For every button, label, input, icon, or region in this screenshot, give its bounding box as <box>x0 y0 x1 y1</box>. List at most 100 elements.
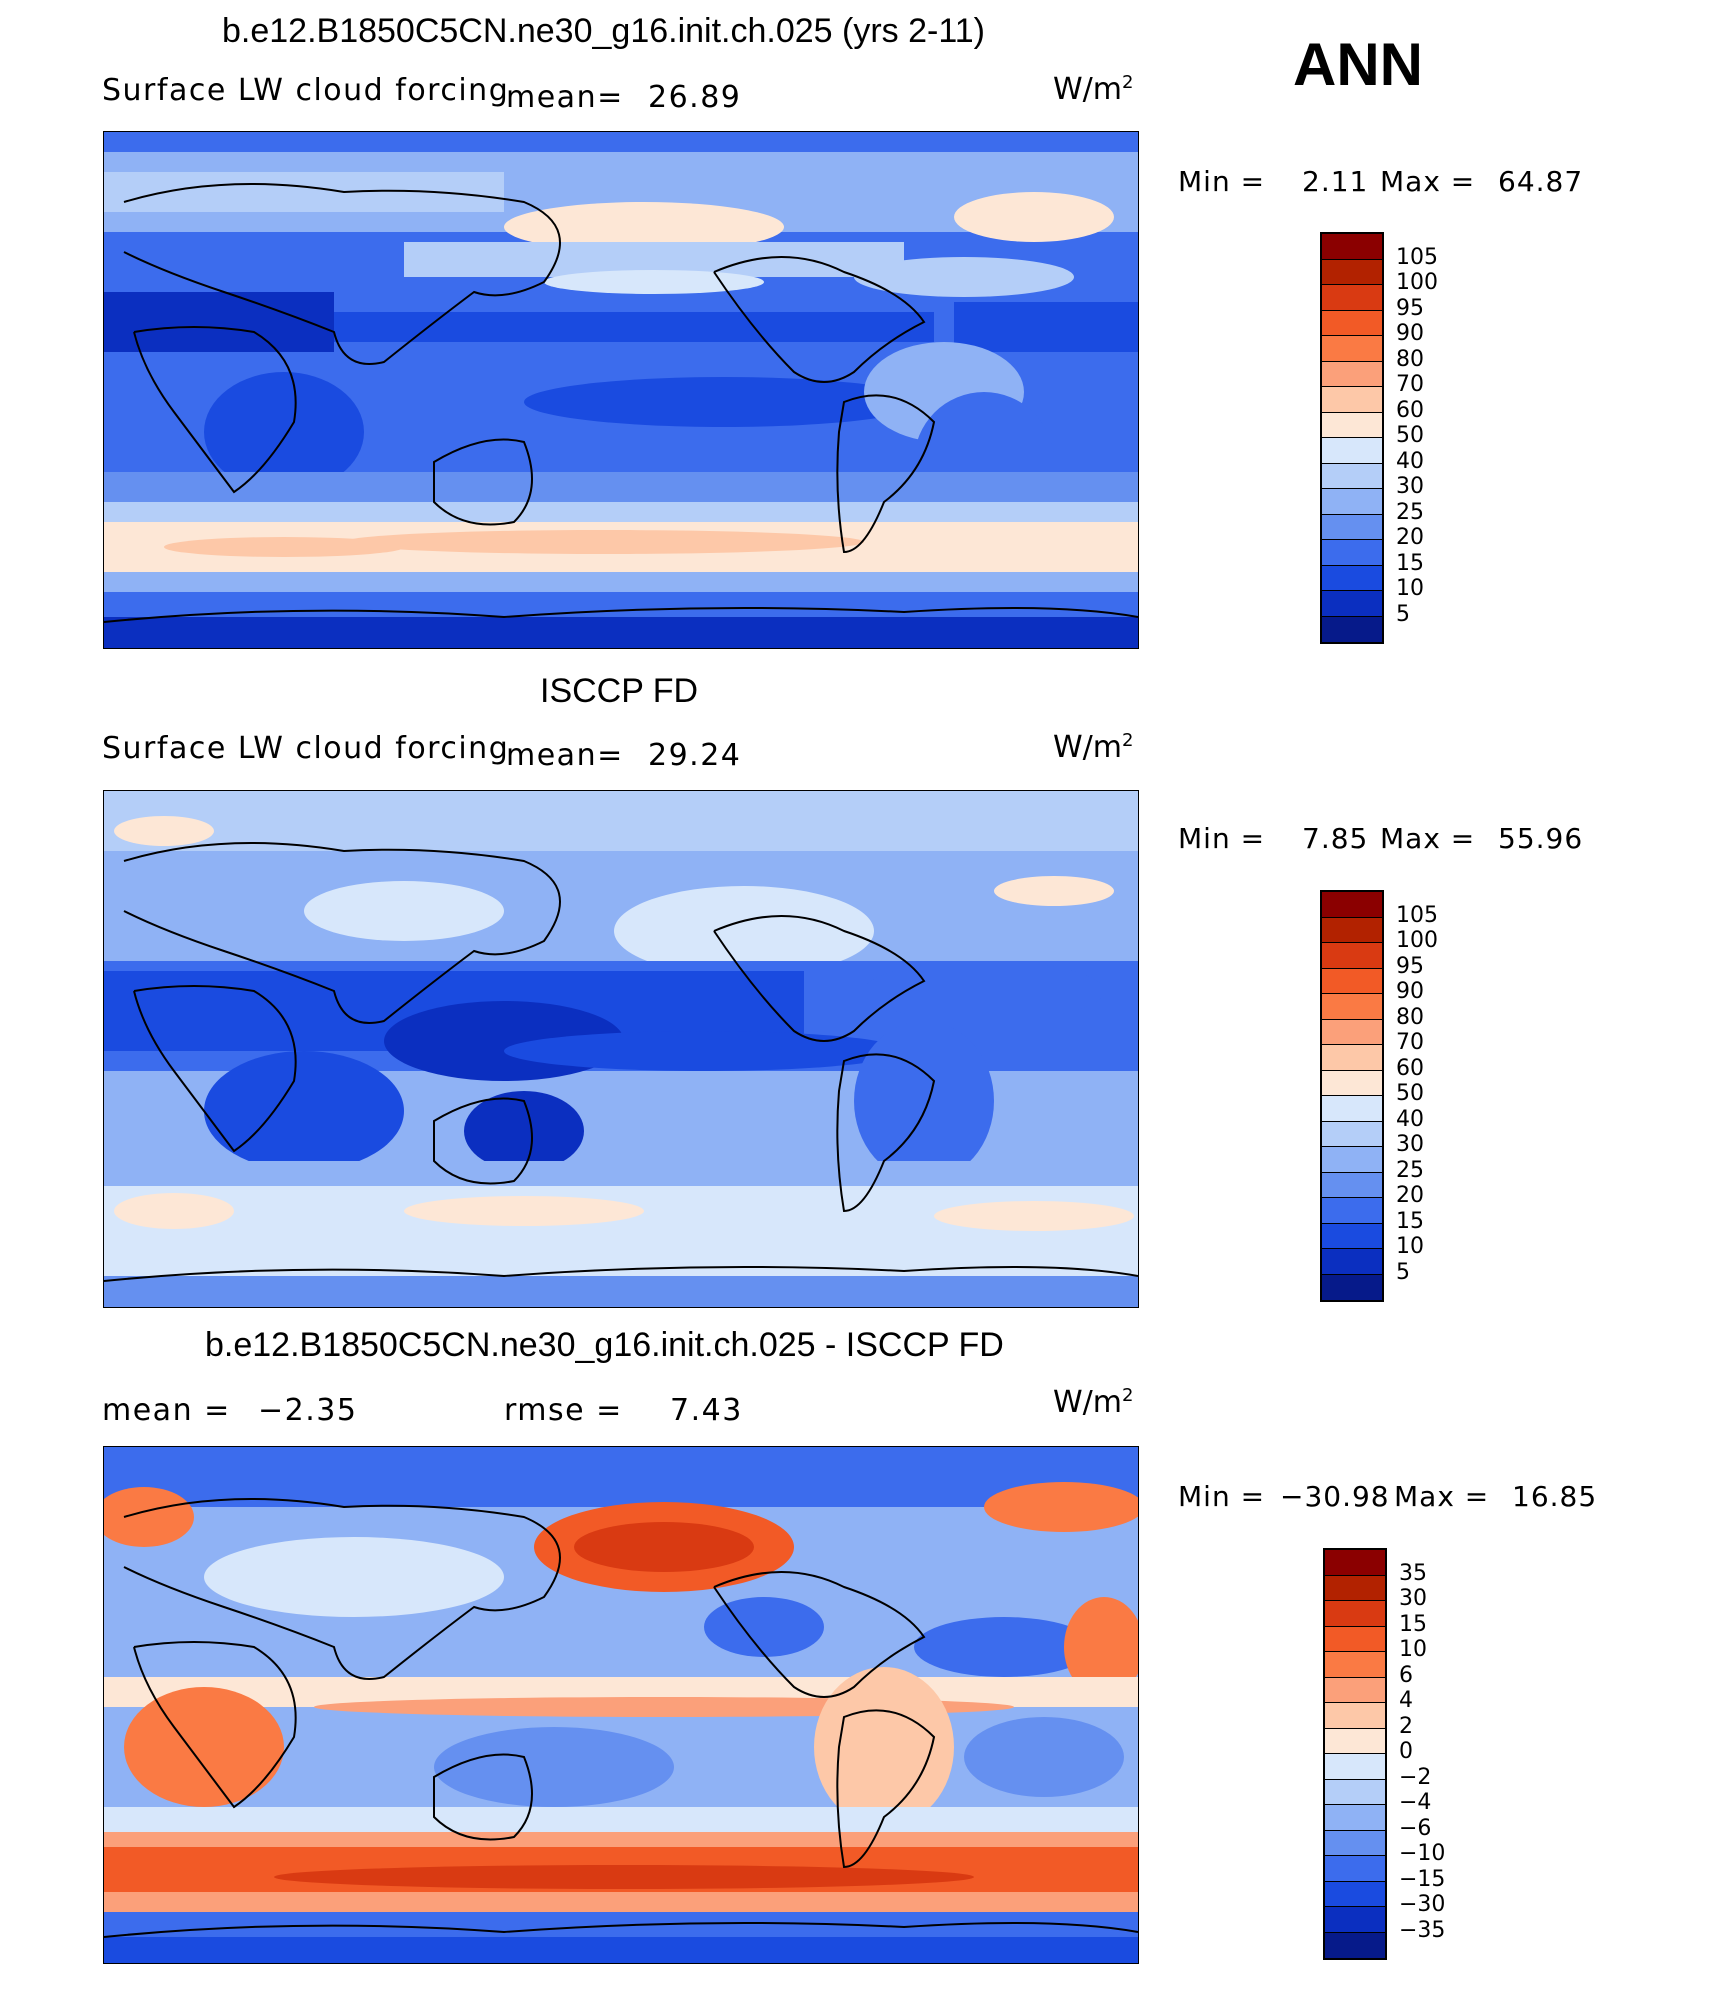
colorbar-tick-label: 15 <box>1399 1611 1427 1637</box>
colorbar-tick-label: 60 <box>1396 397 1424 423</box>
colorbar-swatch <box>1322 514 1382 540</box>
colorbar-swatch <box>1325 1805 1385 1831</box>
colorbar-swatch <box>1322 1096 1382 1122</box>
colorbar-tick-label: 80 <box>1396 1004 1424 1030</box>
colorbar-swatch <box>1325 1830 1385 1856</box>
colorbar-swatch <box>1325 1550 1385 1576</box>
colorbar-swatch <box>1322 540 1382 566</box>
colorbar-swatch <box>1322 565 1382 591</box>
colorbar-swatch <box>1322 1019 1382 1045</box>
colorbar-swatch <box>1322 285 1382 311</box>
panel-1-max-label: Max = <box>1380 165 1476 198</box>
colorbar-swatch <box>1322 994 1382 1020</box>
colorbar-swatch <box>1322 259 1382 285</box>
colorbar-swatch <box>1322 1249 1382 1275</box>
colorbar-swatches <box>1320 232 1384 644</box>
colorbar-swatch <box>1322 387 1382 413</box>
colorbar-swatch <box>1325 1652 1385 1678</box>
colorbar-swatch <box>1325 1779 1385 1805</box>
colorbar-swatch <box>1322 310 1382 336</box>
panel-1-min-label: Min = <box>1178 165 1266 198</box>
colorbar-swatch <box>1322 234 1382 260</box>
panel-3-mean-value: −2.35 <box>258 1393 358 1428</box>
panel-1-mean-label: mean= <box>506 80 624 115</box>
colorbar-tick-label: −6 <box>1399 1815 1432 1841</box>
panel-1-max-value: 64.87 <box>1498 165 1584 198</box>
colorbar-tick-label: 70 <box>1396 1030 1424 1055</box>
colorbar-tick-label: 95 <box>1396 953 1424 979</box>
colorbar-swatch <box>1325 1601 1385 1627</box>
colorbar-tick-label: −4 <box>1399 1790 1432 1815</box>
colorbar-tick-label: −35 <box>1399 1917 1446 1943</box>
colorbar-swatch <box>1322 1147 1382 1173</box>
colorbar-swatch <box>1322 1274 1382 1300</box>
colorbar-swatch <box>1322 1172 1382 1198</box>
colorbar-swatches <box>1320 890 1384 1302</box>
panel-3-title: b.e12.B1850C5CN.ne30_g16.init.ch.025 - I… <box>205 1326 1004 1364</box>
colorbar-tick-label: 60 <box>1396 1055 1424 1081</box>
colorbar-swatch <box>1322 438 1382 464</box>
season-label: ANN <box>1293 31 1423 98</box>
panel-1-mean-value: 26.89 <box>648 80 742 115</box>
colorbar-tick-label: 15 <box>1396 550 1424 576</box>
colorbar-tick-label: 70 <box>1396 372 1424 397</box>
colorbar-tick-label: 50 <box>1396 1081 1424 1106</box>
colorbar-tick-label: −30 <box>1399 1892 1446 1917</box>
colorbar-tick-label: 20 <box>1396 1183 1424 1208</box>
colorbar-swatch <box>1322 489 1382 515</box>
panel-3-max-label: Max = <box>1394 1480 1490 1513</box>
colorbar-swatch <box>1322 1223 1382 1249</box>
colorbar-swatch <box>1325 1754 1385 1780</box>
colorbar-swatch <box>1322 336 1382 362</box>
panel-1-title: b.e12.B1850C5CN.ne30_g16.init.ch.025 (yr… <box>222 12 985 50</box>
colorbar-tick-label: 50 <box>1396 423 1424 448</box>
colorbar-tick-label: 100 <box>1396 928 1438 953</box>
colorbar-tick-label: 90 <box>1396 321 1424 346</box>
colorbar-tick-label: −10 <box>1399 1841 1446 1866</box>
colorbar-swatch <box>1325 1881 1385 1907</box>
colorbar-tick-label: 10 <box>1396 576 1424 601</box>
colorbar-swatch <box>1322 616 1382 642</box>
colorbar-swatches <box>1323 1548 1387 1960</box>
colorbar-swatch <box>1325 1728 1385 1754</box>
panel-1-field <box>104 132 1138 648</box>
panel-2-title: ISCCP FD <box>540 672 699 710</box>
colorbar-tick-label: 30 <box>1396 1132 1424 1157</box>
panel-2-field <box>104 791 1138 1307</box>
colorbar-swatch <box>1325 1677 1385 1703</box>
colorbar-tick-label: 0 <box>1399 1739 1413 1764</box>
colorbar-swatch <box>1325 1626 1385 1652</box>
panel-2-min-value: 7.85 <box>1302 822 1369 855</box>
panel-2-map <box>103 790 1139 1308</box>
colorbar-tick-label: 105 <box>1396 244 1438 270</box>
panel-3-units: W/m2 <box>1053 1385 1134 1420</box>
colorbar-tick-label: 30 <box>1396 474 1424 499</box>
colorbar-tick-label: 35 <box>1399 1560 1427 1586</box>
colorbar-tick-label: 15 <box>1396 1208 1424 1234</box>
colorbar-tick-label: −15 <box>1399 1866 1446 1892</box>
colorbar-swatch <box>1322 1198 1382 1224</box>
colorbar-swatch <box>1322 1045 1382 1071</box>
colorbar-swatch <box>1322 1070 1382 1096</box>
colorbar-swatch <box>1322 892 1382 918</box>
colorbar-swatch <box>1325 1703 1385 1729</box>
colorbar-swatch <box>1325 1932 1385 1958</box>
colorbar-tick-label: 10 <box>1396 1234 1424 1259</box>
panel-1-map <box>103 131 1139 649</box>
colorbar-tick-label: 40 <box>1396 1106 1424 1132</box>
colorbar-tick-label: 5 <box>1396 601 1410 627</box>
colorbar-tick-label: 25 <box>1396 1157 1424 1183</box>
colorbar-swatch <box>1325 1856 1385 1882</box>
colorbar-swatch <box>1322 917 1382 943</box>
panel-2-mean-value: 29.24 <box>648 738 742 773</box>
colorbar-tick-label: 90 <box>1396 979 1424 1004</box>
panel-2-mean-label: mean= <box>506 738 624 773</box>
colorbar-swatch <box>1325 1575 1385 1601</box>
panel-3-field <box>104 1447 1138 1963</box>
panel-1-min-value: 2.11 <box>1302 165 1369 198</box>
colorbar-tick-label: 20 <box>1396 525 1424 550</box>
colorbar-swatch <box>1322 463 1382 489</box>
colorbar-tick-label: 5 <box>1396 1259 1410 1285</box>
panel-2-variable: Surface LW cloud forcing <box>102 731 510 766</box>
panel-2-units: W/m2 <box>1053 730 1134 765</box>
